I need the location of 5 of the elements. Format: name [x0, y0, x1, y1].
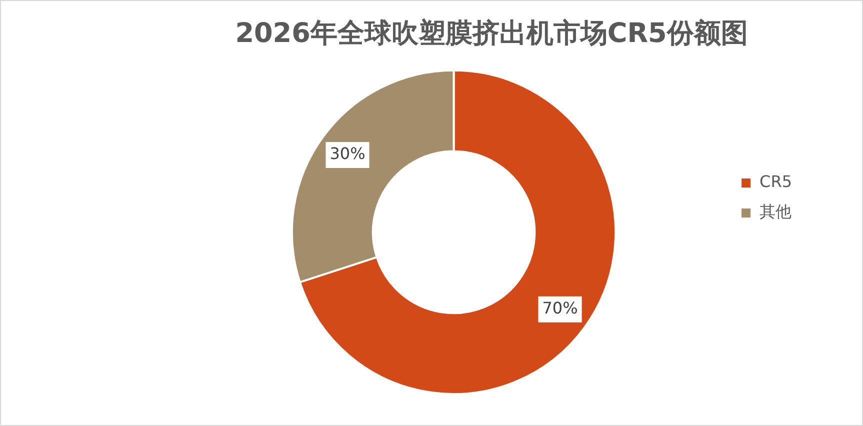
data-label: 70% [542, 298, 578, 318]
chart-title: 2026年全球吹塑膜挤出机市场CR5份额图 [235, 18, 748, 50]
data-label: 30% [330, 144, 366, 164]
legend-label: 其他 [760, 202, 792, 222]
legend-label: CR5 [760, 172, 792, 192]
